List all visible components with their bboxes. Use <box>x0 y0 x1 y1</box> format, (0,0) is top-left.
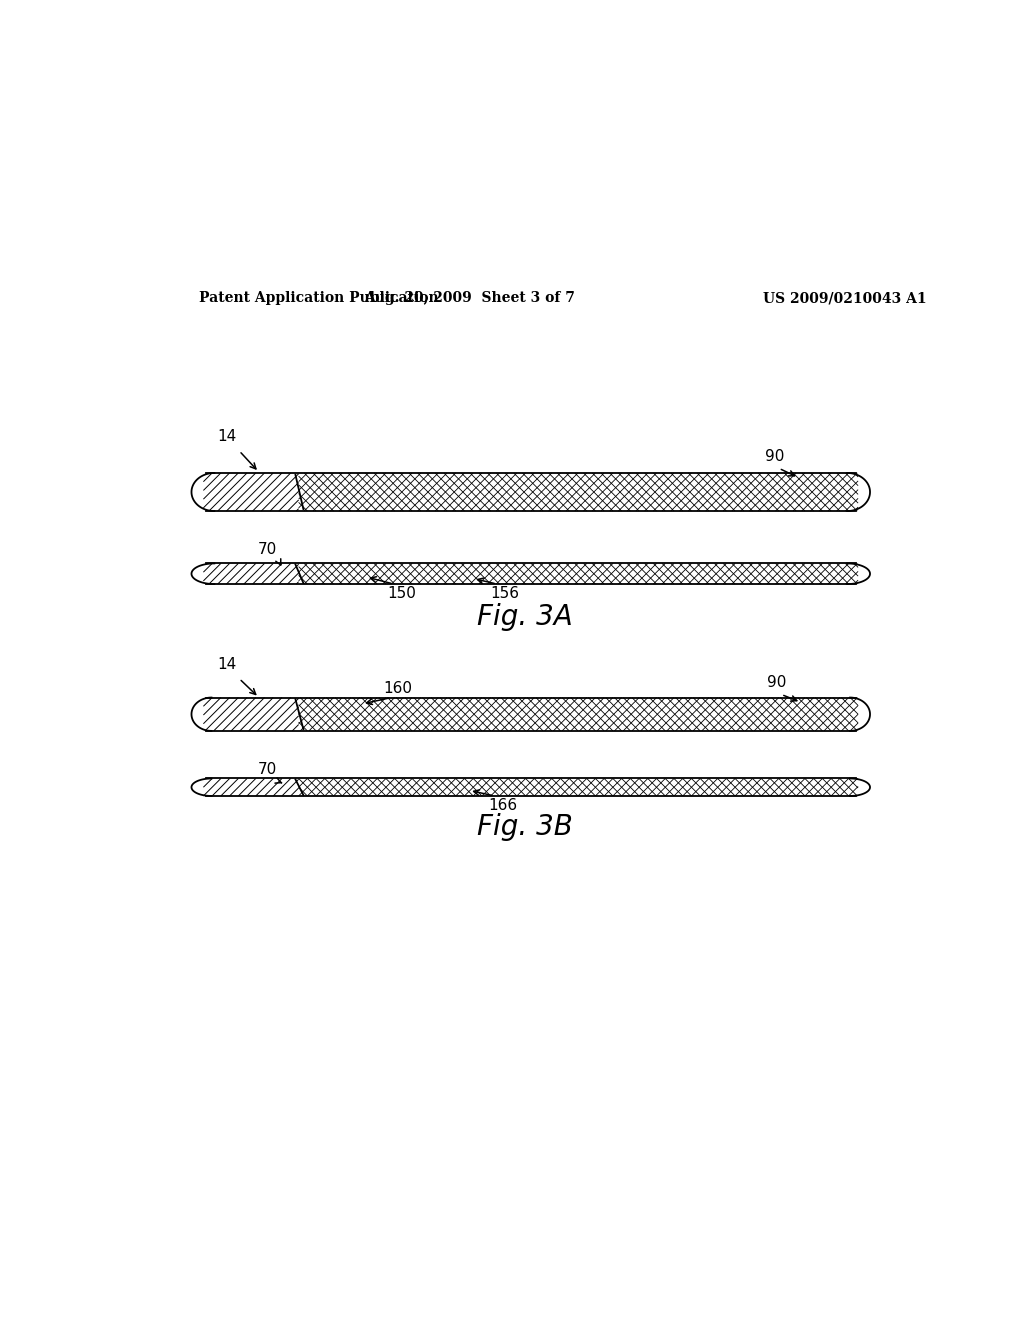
Text: Fig. 3B: Fig. 3B <box>477 813 572 841</box>
Text: 70: 70 <box>257 541 276 557</box>
Bar <box>191 779 870 796</box>
Text: 70: 70 <box>257 762 276 777</box>
Text: 90: 90 <box>765 449 784 463</box>
Text: 14: 14 <box>217 429 237 444</box>
Text: 14: 14 <box>217 657 237 672</box>
Text: 166: 166 <box>488 799 517 813</box>
Bar <box>191 697 870 731</box>
Text: 156: 156 <box>490 586 519 601</box>
Text: US 2009/0210043 A1: US 2009/0210043 A1 <box>763 292 927 305</box>
Bar <box>191 564 870 583</box>
Bar <box>191 473 870 511</box>
Text: Fig. 3A: Fig. 3A <box>477 603 572 631</box>
Text: 150: 150 <box>387 586 416 601</box>
Text: Aug. 20, 2009  Sheet 3 of 7: Aug. 20, 2009 Sheet 3 of 7 <box>364 292 574 305</box>
Text: 160: 160 <box>383 681 413 696</box>
Text: Patent Application Publication: Patent Application Publication <box>200 292 439 305</box>
Text: 90: 90 <box>767 675 786 690</box>
